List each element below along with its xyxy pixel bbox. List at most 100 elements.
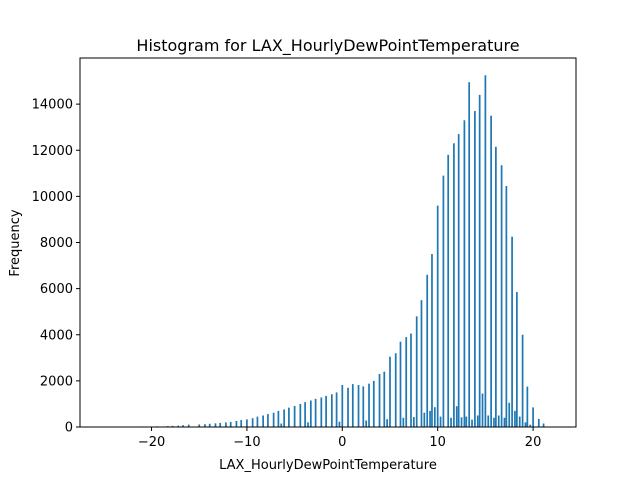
histogram-bar	[423, 412, 426, 427]
histogram-bar	[521, 334, 524, 427]
histogram-bar	[495, 146, 497, 428]
histogram-bar	[262, 415, 264, 427]
histogram-bar	[394, 353, 397, 427]
y-tick-label: 4000	[40, 328, 73, 343]
x-axis-label: LAX_HourlyDewPointTemperature	[219, 458, 437, 473]
histogram-bar	[431, 254, 433, 427]
histogram-bar	[187, 424, 190, 427]
histogram-bar	[537, 418, 540, 427]
histogram-bar	[442, 175, 445, 427]
histogram-bar	[481, 393, 484, 427]
histogram-bar	[204, 424, 206, 427]
histogram-bar	[415, 316, 418, 427]
histogram-bar	[383, 371, 386, 427]
y-tick-label: 12000	[32, 144, 73, 159]
histogram-bar	[347, 387, 349, 427]
histogram-bar	[497, 415, 500, 427]
histogram-bar	[453, 143, 455, 427]
y-tick-label: 10000	[32, 190, 73, 205]
x-tick-label: 0	[338, 435, 346, 450]
histogram-bar	[514, 410, 516, 427]
histogram-bar	[436, 205, 439, 427]
histogram-bar	[177, 425, 180, 427]
histogram-bar	[526, 386, 529, 427]
histogram-bar	[503, 417, 506, 427]
histogram-bar	[277, 410, 280, 427]
histogram-bar	[450, 417, 452, 427]
histogram-bar	[410, 333, 412, 427]
x-tick-label: 20	[525, 435, 542, 450]
histogram-bar	[542, 423, 545, 427]
histogram-bar	[447, 154, 450, 428]
histogram-bar	[511, 236, 513, 427]
histogram-bar	[378, 373, 381, 427]
histogram-bar	[487, 415, 490, 427]
histogram-bar	[304, 402, 306, 427]
histogram-bar	[476, 415, 479, 427]
histogram-bar	[272, 412, 275, 427]
x-tick-label: −10	[233, 435, 260, 450]
histogram-bar	[518, 416, 521, 427]
histogram-bar	[338, 421, 341, 427]
histogram-bar	[426, 274, 429, 427]
histogram-bar	[314, 398, 317, 427]
histogram-bar	[341, 385, 344, 427]
histogram-bar	[516, 292, 518, 427]
histogram-bar	[508, 402, 511, 427]
histogram-bar	[365, 420, 368, 427]
y-tick-label: 0	[65, 421, 73, 436]
histogram-bar	[235, 421, 238, 427]
histogram-bar	[283, 409, 285, 427]
histogram-bar	[246, 419, 248, 427]
histogram-bar	[493, 417, 495, 427]
histogram-bar	[225, 422, 227, 427]
histogram-bar	[299, 403, 302, 427]
chart-title: Histogram for LAX_HourlyDewPointTemperat…	[136, 36, 519, 56]
x-tick-label: −20	[138, 435, 165, 450]
histogram-bar	[309, 400, 312, 427]
histogram-bar	[256, 416, 259, 427]
histogram-bar	[465, 416, 468, 427]
histogram-bar	[171, 425, 174, 427]
histogram-bar	[351, 384, 354, 427]
histogram-bar	[524, 422, 527, 427]
histogram-bar	[357, 385, 360, 427]
histogram-bar	[198, 424, 201, 427]
histogram-bar	[208, 423, 211, 427]
histogram-bar	[219, 422, 222, 427]
histogram-bar	[529, 424, 532, 427]
histogram-bar	[474, 111, 476, 427]
histogram-bar	[429, 410, 431, 427]
histogram-bar	[460, 417, 463, 427]
histogram-bar	[484, 75, 487, 428]
histogram-bar	[439, 416, 442, 427]
y-tick-label: 2000	[40, 374, 73, 389]
histogram-bar	[532, 407, 534, 427]
histogram-bar	[288, 407, 290, 427]
histogram-bar	[307, 422, 309, 427]
x-tick-label: 10	[429, 435, 446, 450]
histogram-bar	[251, 418, 254, 427]
histogram-bar	[471, 419, 473, 427]
y-tick-label: 6000	[40, 282, 73, 297]
histogram-bar	[420, 300, 423, 427]
histogram-bar	[478, 94, 481, 428]
histogram-bar	[399, 341, 402, 427]
y-tick-label: 8000	[40, 236, 73, 251]
histogram-bar	[229, 421, 232, 427]
histogram-bar	[368, 383, 370, 427]
y-tick-label: 14000	[32, 98, 73, 113]
histogram-bar	[372, 380, 375, 428]
histogram-bar	[468, 82, 471, 427]
y-axis-ticks: 0 2000 4000 6000 8000 10000 12000 14000	[32, 98, 80, 436]
bars-group	[131, 75, 545, 428]
histogram-bar	[405, 337, 408, 427]
histogram-bar	[267, 414, 269, 427]
histogram-bar	[500, 165, 503, 428]
y-axis-label: Frequency	[8, 209, 23, 276]
histogram-bar	[214, 423, 217, 427]
histogram-bar	[463, 120, 466, 428]
histogram-bar	[182, 425, 184, 427]
